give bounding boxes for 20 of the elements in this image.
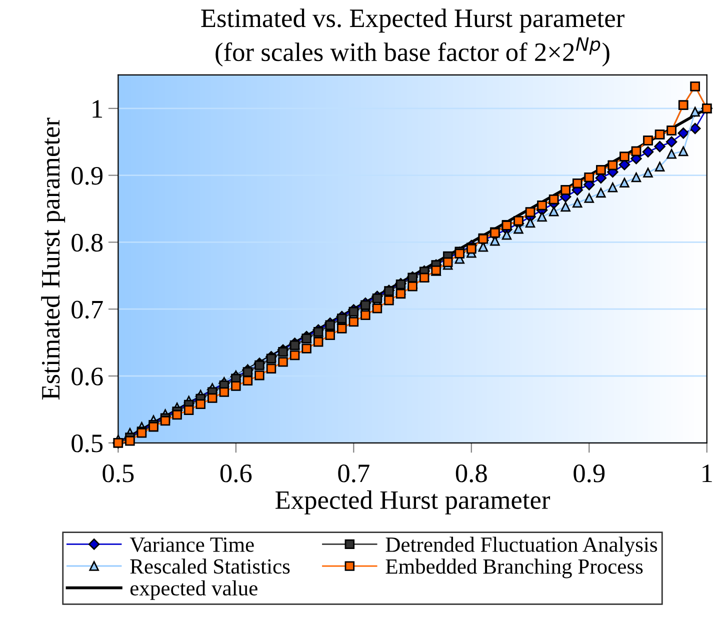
y-tick-label: 0.7 (72, 300, 103, 319)
legend-label: Detrended Fluctuation Analysis (386, 536, 658, 556)
y-tick-label: 0.5 (72, 434, 103, 452)
legend-label: Rescaled Statistics (130, 558, 290, 574)
chart-title: Estimated vs. Expected Hurst parameter (for scales with base factor of 2×2$^{Np}$) (201, 8, 624, 67)
y-tick-label: 0.9 (72, 166, 103, 185)
x-tick-label: 0.8 (456, 464, 487, 482)
legend-label: Embedded Branching Process (386, 558, 643, 578)
x-tick-label: 0.5 (102, 464, 134, 482)
legend-label: Variance Time (130, 537, 254, 552)
x-tick-label: 1 (702, 464, 712, 482)
y-tick-label: 0.8 (72, 234, 103, 252)
x-tick-label: 0.9 (574, 464, 605, 482)
legend-label: expected value (130, 580, 258, 600)
y-tick-label: 1 (92, 100, 102, 118)
x-axis-title: Expected Hurst parameter (276, 490, 550, 514)
x-tick-label: 0.6 (220, 464, 252, 482)
y-tick-label: 0.6 (72, 368, 103, 386)
x-tick-label: 0.7 (338, 464, 370, 482)
y-axis-title: Estimated Hurst parameter (41, 118, 66, 400)
